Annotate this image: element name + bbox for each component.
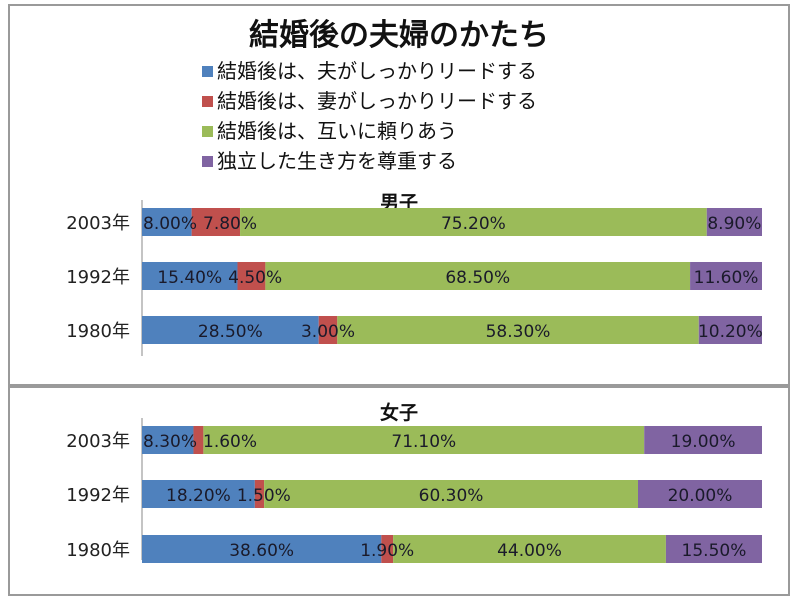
bar-segment xyxy=(265,262,691,290)
category-label: 2003年 xyxy=(66,431,130,452)
data-label: 4.50% xyxy=(228,268,282,288)
bar-segment xyxy=(142,480,255,508)
female-chart-panel: 女子 2003年 8.30% 1.60% 71.10% 19.00% 1992年 18.20… xyxy=(8,386,790,596)
data-label: 8.90% xyxy=(707,214,761,234)
legend-swatch-green xyxy=(202,125,213,137)
bar-segment xyxy=(690,262,762,290)
bar-segment xyxy=(203,426,645,454)
bar-segment xyxy=(698,316,762,344)
data-label: 28.50% xyxy=(198,322,263,342)
bar-segment xyxy=(240,208,707,236)
data-label: 10.20% xyxy=(698,322,763,342)
legend-item: 結婚後は、妻がしっかりリードする xyxy=(202,86,537,116)
data-label: 75.20% xyxy=(441,214,506,234)
legend-item: 独立した生き方を尊重する xyxy=(202,146,537,176)
data-label: 58.30% xyxy=(486,322,551,342)
category-label: 1992年 xyxy=(66,267,130,288)
bar-segment xyxy=(254,480,265,508)
data-label: 18.20% xyxy=(166,486,231,506)
bar-segment xyxy=(142,316,319,344)
bar-segment xyxy=(142,426,194,454)
female-bar-chart: 2003年 8.30% 1.60% 71.10% 19.00% 1992年 18.20% 1.… xyxy=(66,418,762,563)
bar-segment xyxy=(665,535,762,563)
male-bar-chart: 2003年 8.00% 7.80% 75.20% 8.90% 1992年 15.40% 4.5… xyxy=(66,200,763,356)
legend-swatch-purple xyxy=(202,155,213,167)
data-label: 8.30% xyxy=(143,432,197,452)
data-label: 7.80% xyxy=(203,214,257,234)
bar-segment xyxy=(318,316,338,344)
category-label: 2003年 xyxy=(66,213,130,234)
bar-segment xyxy=(142,208,192,236)
legend-label: 独立した生き方を尊重する xyxy=(217,149,457,173)
data-label: 3.00% xyxy=(301,322,355,342)
legend-swatch-blue xyxy=(202,65,213,77)
legend-label: 結婚後は、夫がしっかりリードする xyxy=(217,59,537,83)
data-label: 60.30% xyxy=(419,486,484,506)
bar-segment xyxy=(191,208,241,236)
bar-segment xyxy=(142,535,382,563)
legend-item: 結婚後は、夫がしっかりリードする xyxy=(202,56,537,86)
data-label: 1.60% xyxy=(203,432,257,452)
bar-segment xyxy=(264,480,638,508)
chart-title: 結婚後の夫婦のかたち xyxy=(249,18,549,53)
bar-segment xyxy=(337,316,699,344)
data-label: 8.00% xyxy=(143,214,197,234)
bar-segment xyxy=(142,262,238,290)
bar-segment xyxy=(193,426,204,454)
data-label: 1.90% xyxy=(360,541,414,561)
data-label: 68.50% xyxy=(445,268,510,288)
bar-segment xyxy=(644,426,762,454)
data-label: 15.50% xyxy=(682,541,747,561)
bar-segment xyxy=(237,262,266,290)
data-label: 44.00% xyxy=(497,541,562,561)
data-label: 38.60% xyxy=(229,541,294,561)
female-subtitle: 女子 xyxy=(379,402,418,424)
bar-segment xyxy=(638,480,762,508)
category-label: 1980年 xyxy=(66,540,130,561)
data-label: 19.00% xyxy=(671,432,736,452)
bar-segment xyxy=(706,208,762,236)
bar-segment xyxy=(393,535,666,563)
data-label: 71.10% xyxy=(391,432,456,452)
data-label: 11.60% xyxy=(694,268,759,288)
data-label: 1.50% xyxy=(237,486,291,506)
data-label: 15.40% xyxy=(157,268,222,288)
bar-segment xyxy=(381,535,394,563)
legend-swatch-red xyxy=(202,95,213,107)
data-label: 20.00% xyxy=(668,486,733,506)
legend-item: 結婚後は、互いに頼りあう xyxy=(202,116,537,146)
category-label: 1980年 xyxy=(66,321,130,342)
legend: 結婚後は、夫がしっかりリードする 結婚後は、妻がしっかりリードする 結婚後は、互… xyxy=(202,56,537,176)
legend-label: 結婚後は、互いに頼りあう xyxy=(217,119,457,143)
category-label: 1992年 xyxy=(66,485,130,506)
legend-label: 結婚後は、妻がしっかりリードする xyxy=(217,89,537,113)
male-chart-panel: 結婚後の夫婦のかたち 結婚後は、夫がしっかりリードする 結婚後は、妻がしっかりリ… xyxy=(8,4,790,386)
